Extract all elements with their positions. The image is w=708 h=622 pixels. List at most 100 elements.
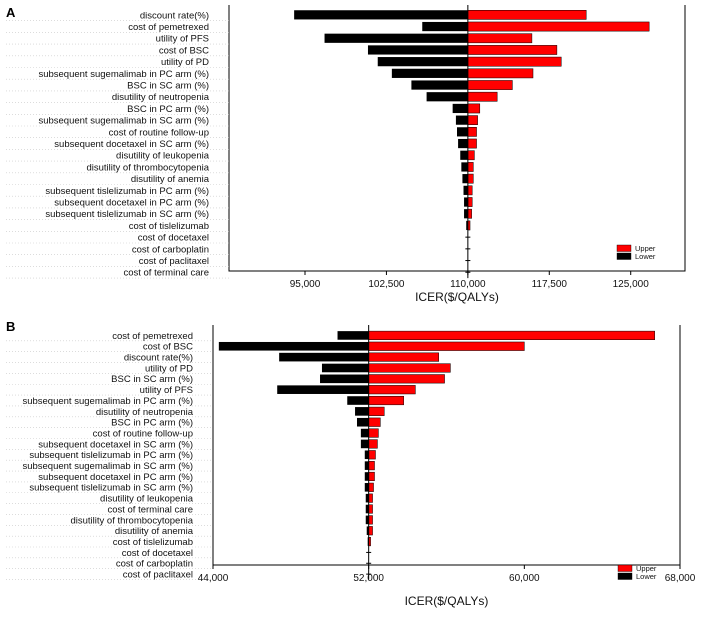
lower-bar <box>364 461 369 470</box>
upper-bar <box>368 450 376 460</box>
upper-bar <box>467 80 513 90</box>
panel-label: B <box>6 319 15 334</box>
upper-bar <box>467 127 477 137</box>
category-label: subsequent docetaxel in SC arm (%) <box>38 439 193 450</box>
category-label: utility of PFS <box>156 34 209 45</box>
upper-bar <box>368 395 404 406</box>
lower-bar <box>279 352 369 362</box>
lower-bar <box>426 92 468 102</box>
lower-bar <box>365 504 369 514</box>
x-tick-label: 102,500 <box>368 279 405 290</box>
upper-bar <box>467 103 481 114</box>
lower-bar <box>364 450 369 460</box>
lower-bar <box>337 331 369 340</box>
legend-swatch <box>617 572 633 580</box>
category-label: subsequent tislelizumab in SC arm (%) <box>45 209 209 220</box>
category-label: subsequent tislelizumab in SC arm (%) <box>29 483 193 494</box>
category-label: disutility of neutropenia <box>112 92 210 103</box>
upper-bar <box>467 33 533 44</box>
category-label: cost of routine follow-up <box>93 428 193 439</box>
category-label: subsequent sugemalimab in SC arm (%) <box>38 116 209 127</box>
category-label: cost of paclitaxel <box>123 570 193 581</box>
lower-bar <box>466 220 468 231</box>
upper-bar <box>368 482 374 492</box>
category-label: cost of pemetrexed <box>128 22 209 33</box>
lower-bar <box>347 396 369 405</box>
category-label: subsequent sugemalimab in PC arm (%) <box>22 396 193 407</box>
lower-bar <box>360 439 369 449</box>
upper-bar <box>467 197 473 207</box>
upper-bar <box>368 385 416 395</box>
upper-bar <box>368 471 375 482</box>
upper-bar <box>467 45 558 55</box>
category-label: cost of tislelizumab <box>113 537 193 548</box>
lower-bar <box>324 33 468 43</box>
upper-bar <box>368 515 373 525</box>
category-label: subsequent tislelizumab in PC arm (%) <box>29 450 193 461</box>
category-label: utility of PD <box>145 363 193 374</box>
category-label: cost of BSC <box>143 342 193 353</box>
lower-bar <box>364 472 369 481</box>
upper-bar <box>368 461 375 471</box>
plot-frame <box>228 5 686 272</box>
category-label: discount rate(%) <box>140 10 209 21</box>
legend-label: Upper <box>636 564 657 573</box>
upper-bar <box>467 56 562 67</box>
category-label: disutility of thrombocytopenia <box>70 515 193 526</box>
category-label: BSC in PC arm (%) <box>111 418 193 429</box>
lower-bar <box>460 150 468 160</box>
lower-bar <box>321 363 369 373</box>
category-label: disutility of anemia <box>131 174 210 185</box>
plot-frame <box>212 325 681 566</box>
upper-bar <box>368 504 373 514</box>
category-label: cost of pemetrexed <box>112 331 193 342</box>
x-tick-label: 117,500 <box>532 279 568 290</box>
category-label: cost of carboplatin <box>116 559 193 570</box>
category-label: disutility of leukopenia <box>116 151 210 162</box>
upper-bar <box>467 138 477 149</box>
category-label: BSC in SC arm (%) <box>111 374 193 385</box>
category-label: cost of docetaxel <box>138 233 209 244</box>
upper-bar <box>368 417 381 427</box>
lower-bar <box>364 483 369 492</box>
legend-label: Lower <box>635 252 656 261</box>
category-label: disutility of neutropenia <box>96 407 194 418</box>
lower-bar <box>462 174 468 184</box>
lower-bar <box>365 493 369 503</box>
category-label: subsequent docetaxel in PC arm (%) <box>54 197 209 208</box>
category-label: cost of docetaxel <box>122 548 193 559</box>
x-tick-label: 52,000 <box>353 573 384 584</box>
lower-bar <box>355 407 369 416</box>
lower-bar <box>391 68 468 78</box>
x-tick-label: 110,000 <box>450 279 486 290</box>
category-label: cost of terminal care <box>123 268 209 279</box>
lower-bar <box>411 80 468 90</box>
category-label: disutility of leukopenia <box>100 494 194 505</box>
x-tick-label: 60,000 <box>509 573 540 584</box>
upper-bar <box>368 526 373 536</box>
lower-bar <box>422 21 468 32</box>
x-tick-label: 68,000 <box>665 573 696 584</box>
lower-bar <box>365 515 369 525</box>
x-axis-label: ICER($/QALYs) <box>405 594 489 608</box>
category-label: subsequent sugemalimab in SC arm (%) <box>22 461 193 472</box>
lower-bar <box>464 209 468 219</box>
upper-bar <box>467 115 478 126</box>
lower-bar <box>377 57 468 67</box>
lower-bar <box>360 428 369 438</box>
category-label: utility of PFS <box>140 385 193 396</box>
category-label: disutility of thrombocytopenia <box>86 162 209 173</box>
x-tick-label: 44,000 <box>198 573 229 584</box>
upper-bar <box>368 406 385 416</box>
legend-swatch <box>616 244 632 252</box>
upper-bar <box>467 68 534 79</box>
lower-bar <box>218 341 369 351</box>
x-tick-label: 125,000 <box>613 279 650 290</box>
category-label: subsequent tislelizumab in PC arm (%) <box>45 186 209 197</box>
lower-bar <box>367 45 468 55</box>
lower-bar <box>457 127 468 137</box>
upper-bar <box>467 21 650 32</box>
